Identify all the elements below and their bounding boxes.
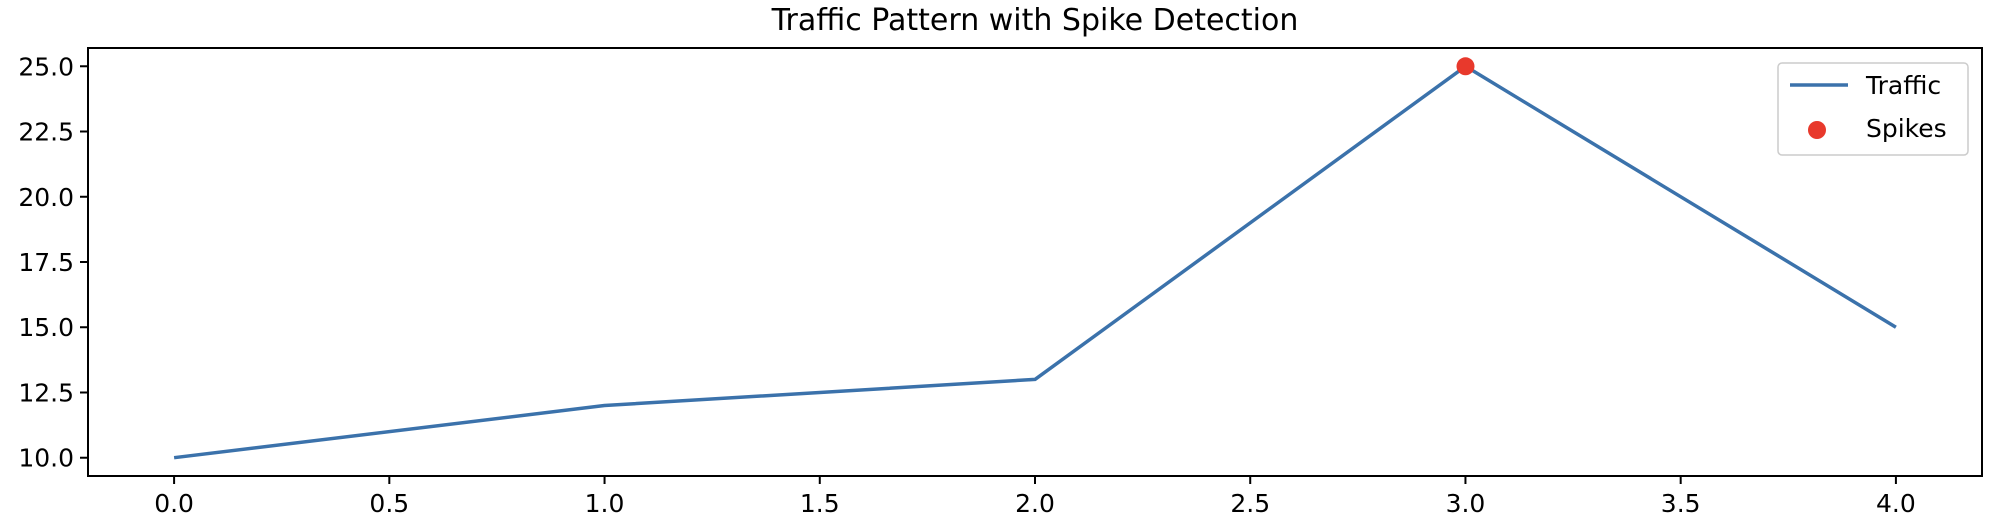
- x-tick-label: 3.0: [1446, 489, 1486, 518]
- x-tick-label: 0.0: [154, 489, 194, 518]
- x-tick-label: 2.0: [1015, 489, 1055, 518]
- axes-frame: [87, 47, 1983, 477]
- y-tick-label: 17.5: [18, 248, 74, 277]
- y-tick-label: 10.0: [18, 444, 74, 473]
- y-tick-label: 25.0: [18, 52, 74, 81]
- y-tick-label: 22.5: [18, 118, 74, 147]
- axes: 0.0 0.5 1.0 1.5 2.0 2.5 3.0 3.5 4.0 10.0 12.5 15.0 1…: [18, 47, 1983, 518]
- x-tick-label: 4.0: [1876, 489, 1916, 518]
- chart-title: Traffic Pattern with Spike Detection: [771, 3, 1299, 38]
- series-line-traffic: [173, 64, 1897, 460]
- legend: Traffic Spikes: [1777, 62, 1969, 156]
- x-tick-label: 1.5: [800, 489, 840, 518]
- plot-area: [173, 57, 1897, 460]
- y-tick-label: 12.5: [18, 378, 74, 407]
- x-tick-label: 0.5: [369, 489, 409, 518]
- spike-point: [1456, 57, 1475, 76]
- legend-traffic-label: Traffic: [1865, 71, 1941, 100]
- legend-spikes-label: Spikes: [1866, 114, 1947, 143]
- x-tick-label: 2.5: [1230, 489, 1270, 518]
- y-tick-label: 20.0: [18, 183, 74, 212]
- y-tick-label: 15.0: [18, 313, 74, 342]
- x-tick-label: 3.5: [1661, 489, 1701, 518]
- x-tick-label: 1.0: [585, 489, 625, 518]
- legend-spikes-swatch: [1808, 121, 1826, 139]
